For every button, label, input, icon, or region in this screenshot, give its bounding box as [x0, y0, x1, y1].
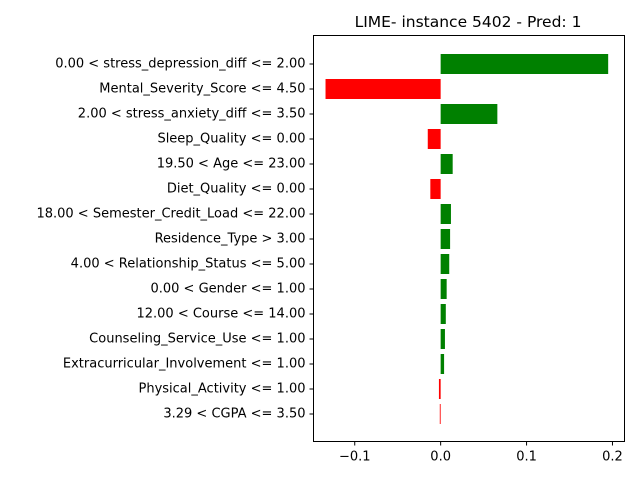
y-tick-label: Diet_Quality <= 0.00	[167, 182, 306, 197]
y-tick-label: Physical_Activity <= 1.00	[139, 382, 306, 397]
y-tick-label: Sleep_Quality <= 0.00	[157, 132, 305, 147]
y-tick-label: 18.00 < Semester_Credit_Load <= 22.00	[36, 207, 305, 222]
y-tick-label: 0.00 < Gender <= 1.00	[150, 282, 305, 297]
y-tick-label: Mental_Severity_Score <= 4.50	[99, 82, 305, 97]
y-tick-labels: 0.00 < stress_depression_diff <= 2.00 Men…	[36, 57, 314, 422]
x-tick-label: 0.2	[602, 450, 623, 465]
bar-0	[440, 54, 609, 74]
bar-12	[440, 354, 445, 374]
plot-frame	[313, 35, 625, 442]
y-tick-label: 12.00 < Course <= 14.00	[136, 307, 305, 322]
bar-5	[430, 179, 441, 199]
y-tick-label: 2.00 < stress_anxiety_diff <= 3.50	[78, 107, 306, 122]
x-tick-label: 0.1	[516, 450, 537, 465]
y-tick-label: 0.00 < stress_depression_diff <= 2.00	[55, 57, 305, 72]
bar-1	[325, 79, 441, 99]
bar-8	[440, 254, 450, 274]
bar-7	[440, 229, 451, 249]
bar-3	[427, 129, 441, 149]
y-tick-label: Extracurricular_Involvement <= 1.00	[63, 357, 306, 372]
y-tick-label: 19.50 < Age <= 23.00	[157, 157, 306, 172]
bar-9	[440, 279, 447, 299]
bar-2	[440, 104, 498, 124]
bar-6	[440, 204, 451, 224]
bar-11	[440, 329, 445, 349]
y-tick-label: Counseling_Service_Use <= 1.00	[89, 332, 305, 347]
y-tick-label: Residence_Type > 3.00	[155, 232, 306, 247]
x-tick-label: 0.0	[430, 450, 451, 465]
y-tick-label: 3.29 < CGPA <= 3.50	[163, 407, 305, 422]
chart-title: LIME- instance 5402 - Pred: 1	[355, 13, 582, 31]
y-tick-label: 4.00 < Relationship_Status <= 5.00	[71, 257, 306, 272]
x-tick-label: −0.1	[339, 450, 371, 465]
x-axis-ticks: −0.1 0.0 0.1 0.2	[339, 441, 623, 465]
bar-13	[438, 379, 441, 399]
bar-10	[440, 304, 446, 324]
bar-4	[440, 154, 453, 174]
bars-layer	[325, 54, 609, 424]
bar-14	[439, 404, 441, 424]
